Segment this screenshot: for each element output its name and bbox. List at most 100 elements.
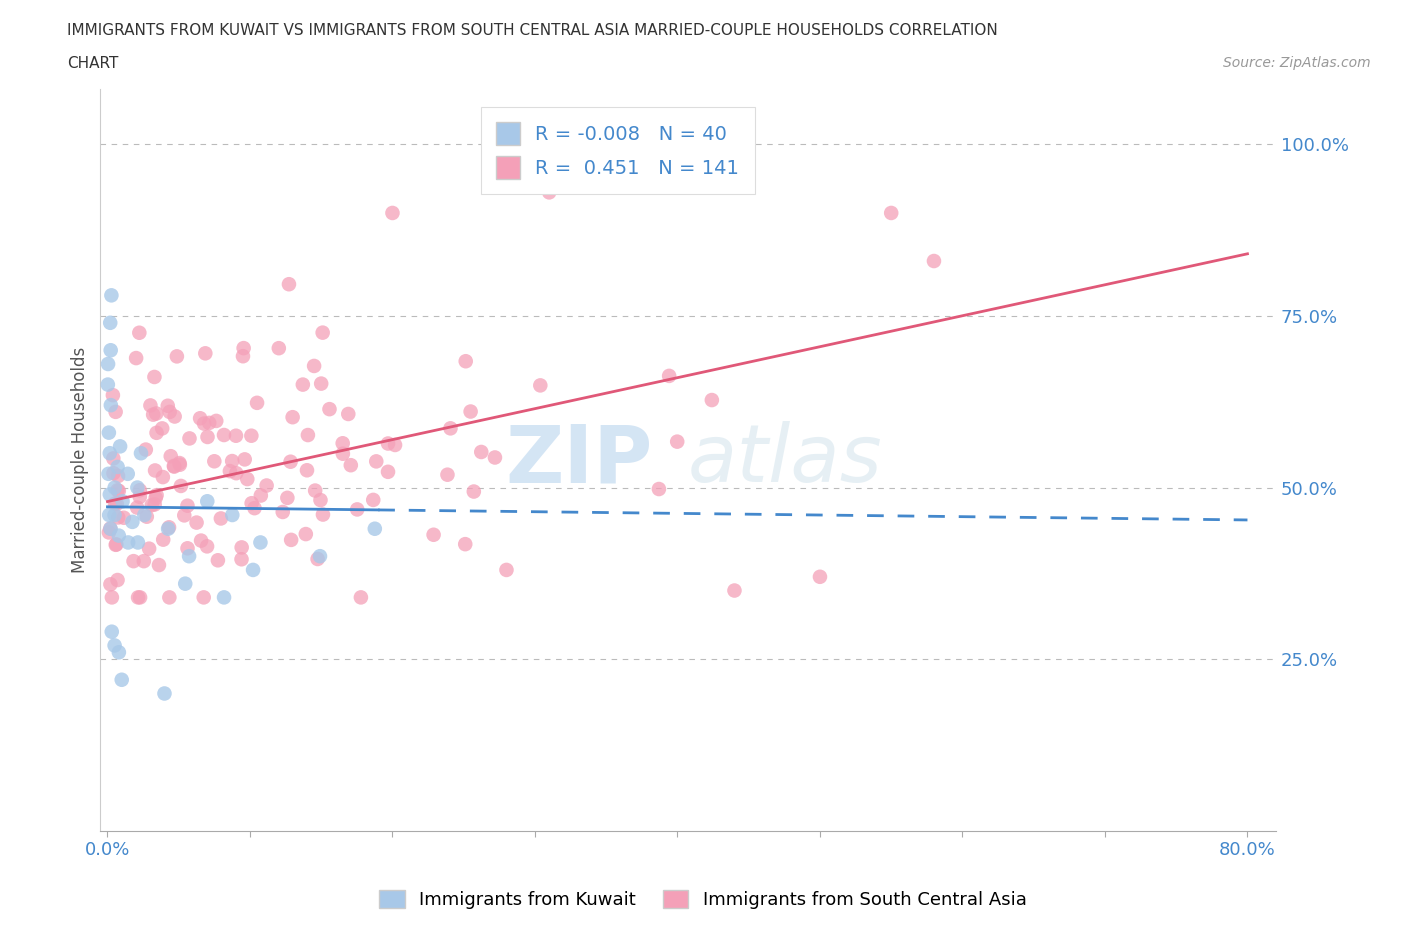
Point xyxy=(219,464,242,479)
Point xyxy=(97,356,120,371)
Point xyxy=(101,590,124,604)
Point xyxy=(723,583,745,598)
Point xyxy=(529,378,551,392)
Point xyxy=(107,510,129,525)
Point xyxy=(302,358,325,373)
Point xyxy=(97,466,120,481)
Point xyxy=(384,437,406,452)
Point xyxy=(163,409,186,424)
Point xyxy=(231,540,253,555)
Point xyxy=(141,498,163,512)
Point xyxy=(163,459,186,474)
Point xyxy=(366,454,388,469)
Point xyxy=(97,378,120,392)
Point xyxy=(195,538,218,553)
Point xyxy=(104,638,127,653)
Point xyxy=(318,402,340,417)
Point xyxy=(304,483,326,498)
Point xyxy=(159,449,181,464)
Point xyxy=(177,549,200,564)
Point xyxy=(377,464,399,479)
Point xyxy=(128,483,150,498)
Point xyxy=(232,340,254,355)
Point xyxy=(311,326,333,340)
Point xyxy=(143,369,166,384)
Point xyxy=(142,407,165,422)
Point xyxy=(174,577,197,591)
Point xyxy=(236,472,259,486)
Point xyxy=(157,520,180,535)
Text: Source: ZipAtlas.com: Source: ZipAtlas.com xyxy=(1223,56,1371,70)
Point xyxy=(249,535,271,550)
Point xyxy=(454,353,477,368)
Point xyxy=(100,288,122,303)
Point xyxy=(148,558,170,573)
Point xyxy=(188,411,211,426)
Point xyxy=(538,185,561,200)
Point xyxy=(460,405,482,419)
Point xyxy=(194,346,217,361)
Point xyxy=(101,388,124,403)
Point xyxy=(340,458,363,472)
Point xyxy=(108,644,131,659)
Point xyxy=(332,446,354,461)
Point xyxy=(233,452,256,467)
Text: IMMIGRANTS FROM KUWAIT VS IMMIGRANTS FROM SOUTH CENTRAL ASIA MARRIED-COUPLE HOUS: IMMIGRANTS FROM KUWAIT VS IMMIGRANTS FRO… xyxy=(67,23,998,38)
Point xyxy=(193,590,215,604)
Point xyxy=(98,521,121,536)
Point xyxy=(256,478,278,493)
Point xyxy=(100,343,122,358)
Point xyxy=(122,553,145,568)
Point xyxy=(700,392,723,407)
Point xyxy=(105,537,128,551)
Point xyxy=(666,434,689,449)
Point xyxy=(159,405,181,419)
Point xyxy=(439,421,461,436)
Point xyxy=(190,533,212,548)
Point xyxy=(470,445,492,459)
Point xyxy=(170,479,193,494)
Point xyxy=(250,488,273,503)
Point xyxy=(197,430,219,445)
Point xyxy=(152,532,174,547)
Point xyxy=(225,466,247,481)
Point xyxy=(658,368,681,383)
Point xyxy=(157,590,180,604)
Legend: Immigrants from Kuwait, Immigrants from South Central Asia: Immigrants from Kuwait, Immigrants from … xyxy=(373,883,1033,916)
Point xyxy=(309,376,332,391)
Point xyxy=(132,553,155,568)
Point xyxy=(107,483,129,498)
Point xyxy=(138,541,160,556)
Point xyxy=(117,466,139,481)
Point xyxy=(176,541,198,556)
Point xyxy=(484,450,506,465)
Point xyxy=(346,502,368,517)
Point xyxy=(127,480,149,495)
Point xyxy=(179,431,201,445)
Point xyxy=(267,340,290,355)
Point xyxy=(240,496,263,511)
Point xyxy=(103,508,125,523)
Point xyxy=(98,487,121,502)
Point xyxy=(128,326,150,340)
Point xyxy=(271,505,294,520)
Point xyxy=(648,482,671,497)
Point xyxy=(105,497,128,512)
Point xyxy=(242,563,264,578)
Point xyxy=(100,522,122,537)
Point xyxy=(381,206,404,220)
Point xyxy=(195,494,218,509)
Point xyxy=(145,406,167,421)
Point xyxy=(436,467,458,482)
Point xyxy=(150,421,173,436)
Point xyxy=(143,463,166,478)
Point xyxy=(186,515,208,530)
Point xyxy=(209,511,232,525)
Point xyxy=(108,439,131,454)
Point xyxy=(377,436,399,451)
Point xyxy=(280,533,302,548)
Point xyxy=(145,425,167,440)
Point xyxy=(240,429,263,444)
Point xyxy=(103,466,125,481)
Point xyxy=(312,507,335,522)
